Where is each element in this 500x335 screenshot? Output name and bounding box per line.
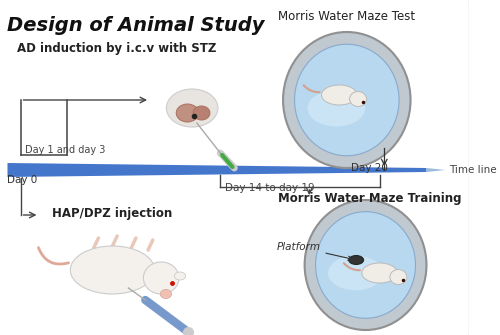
Text: Design of Animal Study: Design of Animal Study <box>8 16 265 35</box>
Circle shape <box>304 200 426 330</box>
Text: Morris Water Maze Test: Morris Water Maze Test <box>278 10 415 23</box>
Polygon shape <box>426 168 445 172</box>
Text: Day 1 and day 3: Day 1 and day 3 <box>26 145 106 155</box>
Circle shape <box>294 44 399 156</box>
Text: Platform: Platform <box>276 242 352 260</box>
Ellipse shape <box>350 91 366 107</box>
Ellipse shape <box>308 90 365 127</box>
Polygon shape <box>8 163 426 177</box>
Text: Morris Water Maze Training: Morris Water Maze Training <box>278 192 462 205</box>
Text: AD induction by i.c.v with STZ: AD induction by i.c.v with STZ <box>17 42 216 55</box>
Ellipse shape <box>322 85 357 105</box>
Ellipse shape <box>176 104 199 122</box>
FancyArrowPatch shape <box>38 248 68 264</box>
Ellipse shape <box>174 272 186 280</box>
Text: Day 0: Day 0 <box>8 175 38 185</box>
Ellipse shape <box>328 256 383 290</box>
Ellipse shape <box>193 106 210 120</box>
Ellipse shape <box>348 256 364 265</box>
Ellipse shape <box>390 269 407 284</box>
Circle shape <box>283 32 410 168</box>
FancyArrowPatch shape <box>344 263 360 270</box>
Ellipse shape <box>166 89 218 127</box>
Ellipse shape <box>362 263 398 283</box>
Ellipse shape <box>144 262 179 294</box>
Ellipse shape <box>70 246 154 294</box>
Text: Day 14 to day 19: Day 14 to day 19 <box>225 183 314 193</box>
Ellipse shape <box>160 289 172 298</box>
FancyArrowPatch shape <box>304 85 320 92</box>
Text: HAP/DPZ injection: HAP/DPZ injection <box>52 207 172 220</box>
Circle shape <box>316 212 416 318</box>
Text: Time line: Time line <box>449 165 496 175</box>
Text: Day 20: Day 20 <box>352 163 389 173</box>
